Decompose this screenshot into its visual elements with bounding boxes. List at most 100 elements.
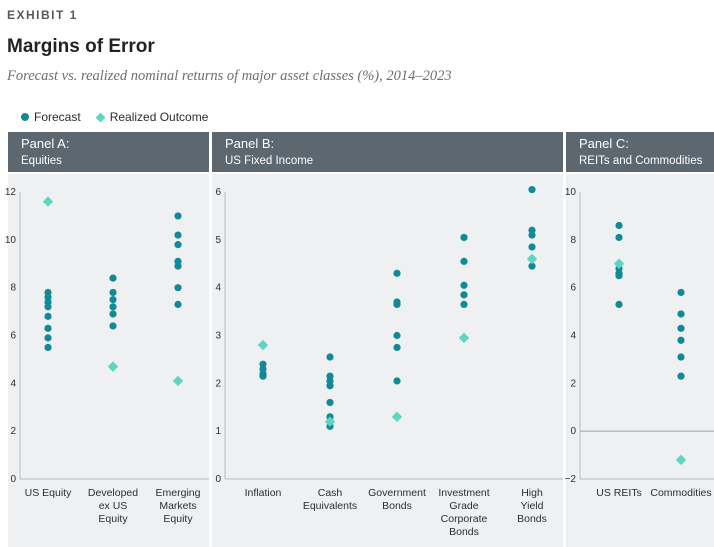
forecast-point [460,281,468,289]
forecast-point [109,274,117,282]
forecast-point [109,288,117,297]
x-tick-label: Emerging Markets Equity [156,487,201,525]
y-tick-label: 10 [5,235,17,246]
y-tick-label: 6 [570,283,576,294]
forecast-point [174,284,182,292]
forecast-point [615,233,623,242]
x-tick-label: Cash Equivalents [303,487,357,512]
forecast-point [677,288,685,297]
panel-header [566,132,714,172]
forecast-legend-marker [21,113,29,121]
forecast-point [677,372,685,380]
forecast-point [174,212,182,220]
forecast-point [44,343,52,352]
x-tick-label: Developed ex US Equity [88,487,138,525]
forecast-point [44,334,52,342]
panel-title: Panel B: [225,136,274,151]
y-tick-label: 2 [215,378,221,389]
forecast-point [393,343,401,352]
realized-point [172,375,184,387]
y-tick-label: 10 [565,187,577,198]
y-tick-label: 4 [215,283,221,294]
forecast-point [677,310,685,318]
y-tick-label: −2 [565,474,577,485]
x-tick-label: Government Bonds [368,487,426,512]
forecast-point [259,372,267,380]
x-tick-label: Commodities [650,487,711,499]
realized-point [324,416,336,427]
forecast-point [109,322,117,330]
panel-subtitle: US Fixed Income [225,155,313,167]
forecast-point [677,353,685,361]
panel-a: Panel A: Equities 0 2 4 6 8 10 12 US Equity Develo… [5,132,209,547]
y-tick-label: 0 [215,474,221,485]
realized-legend-label: Realized Outcome [109,110,209,124]
realized-point [107,361,119,372]
y-tick-label: 3 [215,331,221,342]
forecast-point [44,312,52,320]
chart-subtitle: Forecast vs. realized nominal returns of… [7,68,452,84]
y-tick-label: 2 [570,378,576,389]
y-tick-label: 0 [570,426,576,437]
exhibit-label: EXHIBIT 1 [7,8,78,22]
forecast-point [393,300,401,309]
y-tick-label: 6 [215,187,221,198]
realized-legend-marker [95,112,106,122]
forecast-point [44,324,52,332]
chart-panels: Panel A: Equities 0 2 4 6 8 10 12 US Equity Develo… [5,132,714,547]
y-tick-label: 4 [570,331,576,342]
forecast-point [615,300,623,309]
forecast-point [174,231,182,239]
forecast-point [326,353,334,361]
realized-point [391,411,403,423]
panel-subtitle: REITs and Commodities [579,155,703,167]
panel-background [566,174,714,547]
y-tick-label: 4 [10,378,16,389]
forecast-point [174,241,182,249]
forecast-point [615,272,623,280]
forecast-point [44,303,52,311]
y-tick-label: 12 [5,187,17,198]
x-tick-label: US Equity [25,487,72,499]
x-tick-label: High Yield Bonds [517,487,547,525]
legend: Forecast Realized Outcome [21,110,210,124]
forecast-point [615,221,623,230]
x-tick-label: US REITs [596,487,642,499]
y-tick-label: 6 [10,331,16,342]
forecast-point [460,300,468,309]
panel-background [212,174,563,547]
panel-title: Panel C: [579,136,629,151]
forecast-point [109,310,117,318]
panel-subtitle: Equities [21,155,62,167]
panel-c: Panel C: REITs and Commodities −2 0 2 4 6 8 10 US… [565,132,714,547]
forecast-point [528,243,536,251]
forecast-point [677,336,685,344]
panel-title: Panel A: [21,136,69,151]
forecast-point [174,300,182,309]
chart-title: Margins of Error [7,36,155,57]
panel-header [8,132,209,172]
y-tick-label: 8 [570,235,576,246]
forecast-point [528,262,536,270]
panel-header [212,132,563,172]
y-tick-label: 8 [10,283,16,294]
forecast-point [528,186,536,194]
realized-point [613,258,625,269]
x-tick-label: Inflation [245,487,282,499]
panel-b: Panel B: US Fixed Income 0 1 2 3 4 5 6 Inflation C… [212,132,563,547]
y-tick-label: 5 [215,235,221,246]
forecast-point [528,231,536,239]
forecast-point [109,296,117,304]
forecast-point [109,303,117,311]
forecast-point [393,269,401,277]
forecast-point [326,382,334,390]
y-tick-label: 0 [10,474,16,485]
realized-point [526,253,538,265]
forecast-point [393,377,401,385]
realized-point [675,454,687,466]
realized-point [458,332,470,344]
forecast-point [460,257,468,265]
forecast-point [460,233,468,242]
x-tick-label: Investment Grade Corporate Bonds [438,487,489,538]
realized-point [42,196,54,207]
